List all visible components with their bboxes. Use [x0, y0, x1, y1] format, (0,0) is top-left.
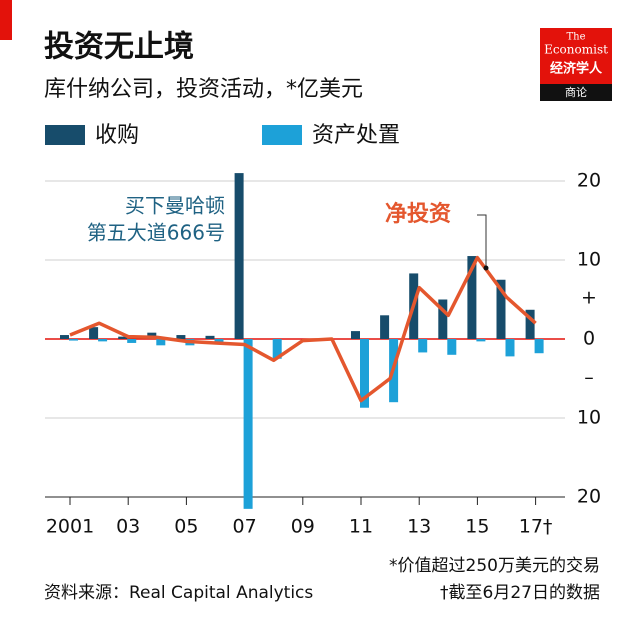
axis-sign: – — [584, 367, 594, 389]
x-tick-label: 05 — [174, 516, 198, 538]
bar — [118, 336, 128, 339]
bar — [351, 331, 360, 339]
x-tick-label: 11 — [349, 516, 373, 538]
bar — [205, 335, 215, 339]
logo-text: The — [566, 32, 585, 43]
bar — [496, 279, 506, 339]
bar — [360, 339, 369, 408]
bar — [380, 315, 390, 339]
bar — [418, 339, 428, 353]
y-tick-label: 20 — [577, 486, 601, 508]
x-tick-label: 07 — [233, 516, 257, 538]
bar — [234, 173, 244, 339]
bar — [98, 339, 108, 342]
y-tick-label: 10 — [577, 249, 601, 271]
y-tick-label: 20 — [577, 170, 601, 192]
bar — [534, 339, 544, 354]
x-tick-label: 03 — [116, 516, 140, 538]
bar — [127, 339, 137, 343]
annotation: 第五大道666号 — [87, 221, 225, 245]
logo-text: 商论 — [565, 85, 587, 99]
bar — [467, 256, 477, 339]
x-tick-label: 2001 — [46, 516, 94, 538]
bar — [243, 339, 253, 509]
bar — [447, 339, 457, 355]
bar — [476, 339, 486, 342]
axis-sign: + — [581, 287, 597, 309]
bar — [156, 339, 166, 346]
x-tick-label: 13 — [407, 516, 431, 538]
legend-label: 资产处置 — [312, 123, 400, 148]
source: 资料来源：Real Capital Analytics — [44, 583, 313, 603]
legend-label: 收购 — [95, 123, 139, 148]
annotation: 买下曼哈顿 — [125, 194, 225, 218]
bar — [89, 327, 99, 339]
legend-swatch — [45, 125, 85, 145]
footnote: †截至6月27日的数据 — [440, 583, 600, 603]
bar — [272, 339, 282, 359]
chart-title: 投资无止境 — [44, 30, 194, 65]
bar — [69, 339, 78, 341]
bar — [525, 309, 535, 339]
y-tick-label: 0 — [583, 328, 595, 350]
bar — [214, 339, 224, 343]
net-line — [69, 255, 537, 403]
bar — [505, 339, 515, 357]
logo-text: 经济学人 — [550, 61, 603, 77]
y-tick-label: 10 — [577, 407, 601, 429]
x-tick-label: 17† — [519, 516, 553, 538]
x-tick-label: 15 — [465, 516, 489, 538]
x-tick-label: 09 — [291, 516, 315, 538]
line-label: 净投资 — [385, 201, 451, 227]
accent-bar — [0, 0, 12, 40]
legend-swatch — [262, 125, 302, 145]
chart-subtitle: 库什纳公司，投资活动，*亿美元 — [44, 77, 363, 102]
bar — [60, 335, 69, 339]
logo-band — [540, 84, 612, 101]
leader-line — [477, 214, 487, 268]
leader-dot — [483, 265, 489, 271]
logo: The Economist 经济学人 商论 — [540, 28, 612, 101]
footnote: *价值超过250万美元的交易 — [389, 556, 600, 576]
logo-box — [540, 28, 612, 84]
bar — [438, 299, 448, 339]
logo-text: Economist — [544, 43, 608, 57]
bar — [176, 335, 186, 339]
